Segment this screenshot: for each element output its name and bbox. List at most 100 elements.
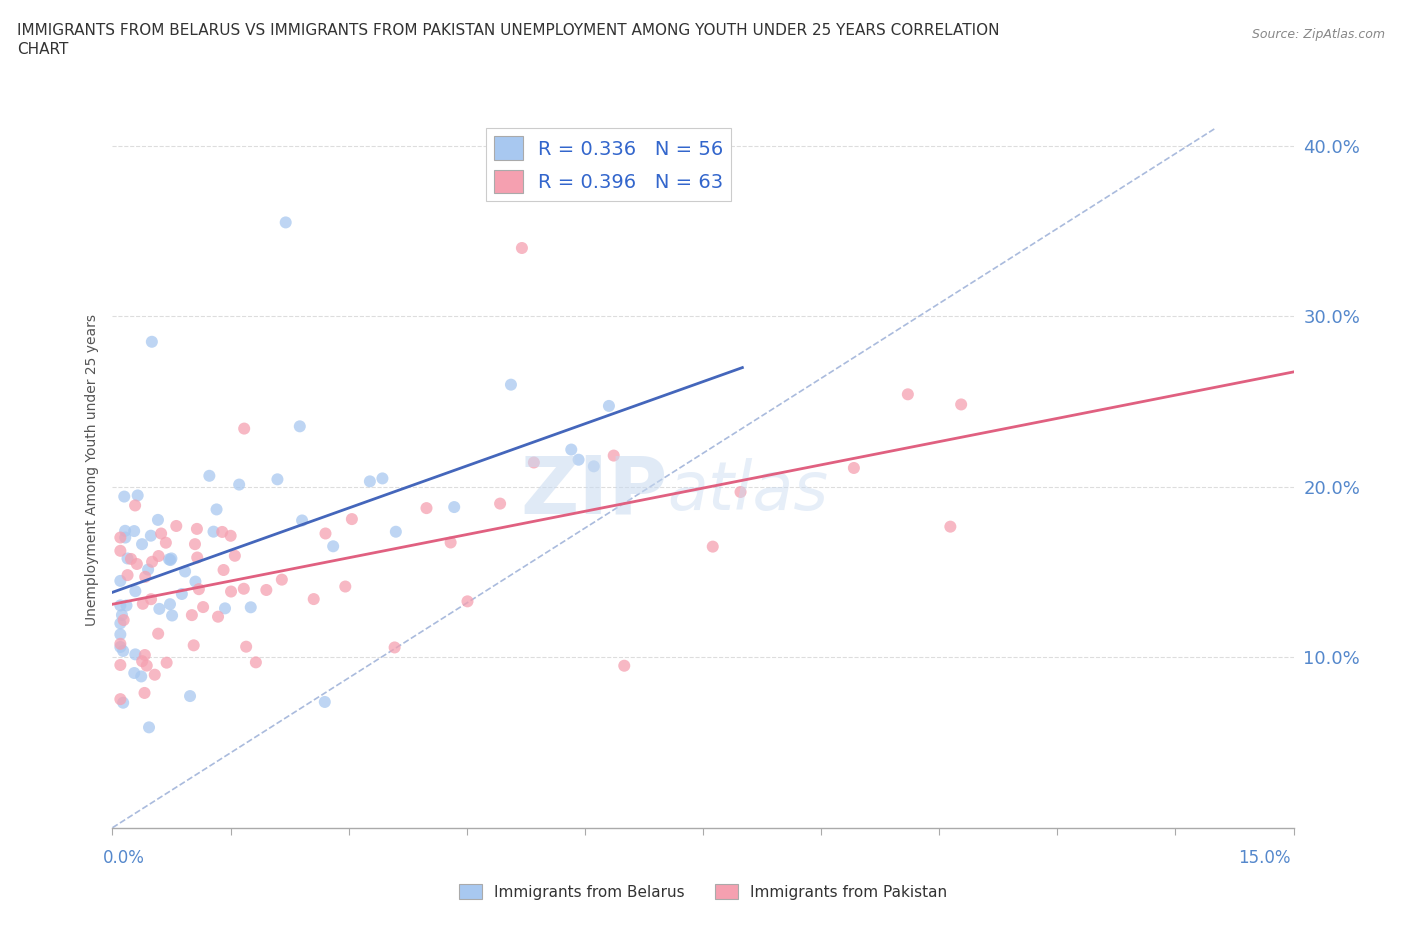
Point bbox=[187, 582, 209, 597]
Text: CHART: CHART bbox=[17, 42, 69, 57]
Point bbox=[235, 639, 257, 654]
Point bbox=[274, 215, 297, 230]
Point bbox=[291, 513, 314, 528]
Point bbox=[138, 720, 160, 735]
Point bbox=[110, 598, 132, 613]
Point bbox=[288, 418, 311, 433]
Point bbox=[239, 600, 262, 615]
Point bbox=[111, 607, 134, 622]
Point bbox=[499, 378, 522, 392]
Point bbox=[110, 627, 132, 642]
Point bbox=[114, 524, 136, 538]
Point bbox=[228, 477, 250, 492]
Y-axis label: Unemployment Among Youth under 25 years: Unemployment Among Youth under 25 years bbox=[84, 313, 98, 626]
Legend: Immigrants from Belarus, Immigrants from Pakistan: Immigrants from Belarus, Immigrants from… bbox=[453, 877, 953, 906]
Point bbox=[170, 587, 193, 602]
Point bbox=[139, 528, 162, 543]
Point bbox=[489, 496, 512, 511]
Point bbox=[897, 387, 920, 402]
Point bbox=[842, 460, 865, 475]
Point bbox=[184, 537, 207, 551]
Point bbox=[165, 519, 187, 534]
Point bbox=[598, 398, 620, 413]
Text: IMMIGRANTS FROM BELARUS VS IMMIGRANTS FROM PAKISTAN UNEMPLOYMENT AMONG YOUTH UND: IMMIGRANTS FROM BELARUS VS IMMIGRANTS FR… bbox=[17, 23, 1000, 38]
Point bbox=[219, 584, 242, 599]
Point bbox=[183, 638, 205, 653]
Point bbox=[214, 601, 236, 616]
Point bbox=[110, 658, 132, 672]
Point bbox=[335, 579, 357, 594]
Point bbox=[939, 519, 962, 534]
Point bbox=[157, 551, 180, 566]
Point bbox=[150, 526, 173, 541]
Point bbox=[141, 554, 163, 569]
Point bbox=[115, 598, 138, 613]
Point bbox=[730, 485, 752, 499]
Point bbox=[613, 658, 636, 673]
Legend: R = 0.336   N = 56, R = 0.396   N = 63: R = 0.336 N = 56, R = 0.396 N = 63 bbox=[485, 128, 731, 201]
Point bbox=[219, 528, 242, 543]
Point bbox=[198, 469, 221, 484]
Point bbox=[440, 535, 463, 550]
Point bbox=[146, 512, 169, 527]
Point bbox=[159, 597, 181, 612]
Point bbox=[159, 552, 181, 567]
Point bbox=[371, 471, 394, 485]
Point bbox=[112, 644, 135, 658]
Text: 0.0%: 0.0% bbox=[103, 849, 145, 867]
Point bbox=[191, 600, 214, 615]
Point bbox=[254, 582, 277, 597]
Point bbox=[224, 549, 246, 564]
Text: Source: ZipAtlas.com: Source: ZipAtlas.com bbox=[1251, 28, 1385, 41]
Point bbox=[340, 512, 363, 526]
Point bbox=[582, 458, 605, 473]
Point bbox=[136, 562, 159, 577]
Point bbox=[523, 455, 546, 470]
Point bbox=[127, 488, 149, 503]
Point bbox=[384, 640, 406, 655]
Point bbox=[950, 397, 973, 412]
Point bbox=[139, 591, 162, 606]
Point bbox=[212, 563, 235, 578]
Point bbox=[124, 647, 146, 662]
Point bbox=[602, 448, 624, 463]
Point bbox=[124, 498, 146, 512]
Point bbox=[124, 584, 146, 599]
Point bbox=[134, 685, 156, 700]
Point bbox=[314, 695, 336, 710]
Point bbox=[233, 421, 256, 436]
Point bbox=[155, 536, 177, 551]
Point bbox=[415, 500, 437, 515]
Point bbox=[186, 550, 208, 565]
Point bbox=[322, 538, 344, 553]
Point bbox=[110, 640, 132, 655]
Point bbox=[129, 669, 152, 684]
Point bbox=[134, 647, 156, 662]
Point bbox=[302, 591, 325, 606]
Point bbox=[315, 526, 337, 541]
Point bbox=[117, 567, 139, 582]
Point bbox=[112, 489, 135, 504]
Point bbox=[134, 569, 156, 584]
Point bbox=[510, 241, 533, 256]
Point bbox=[245, 655, 267, 670]
Point bbox=[702, 539, 724, 554]
Point bbox=[160, 551, 183, 565]
Point bbox=[110, 636, 132, 651]
Point bbox=[131, 537, 153, 551]
Point bbox=[120, 551, 142, 566]
Point bbox=[122, 524, 145, 538]
Point bbox=[205, 502, 228, 517]
Point bbox=[232, 581, 254, 596]
Point bbox=[110, 574, 132, 589]
Point bbox=[132, 596, 155, 611]
Point bbox=[114, 530, 136, 545]
Point bbox=[110, 616, 132, 631]
Point bbox=[131, 654, 153, 669]
Text: atlas: atlas bbox=[668, 458, 828, 525]
Point bbox=[141, 335, 163, 350]
Point bbox=[456, 594, 478, 609]
Point bbox=[266, 472, 288, 486]
Point bbox=[110, 530, 132, 545]
Point bbox=[117, 551, 139, 566]
